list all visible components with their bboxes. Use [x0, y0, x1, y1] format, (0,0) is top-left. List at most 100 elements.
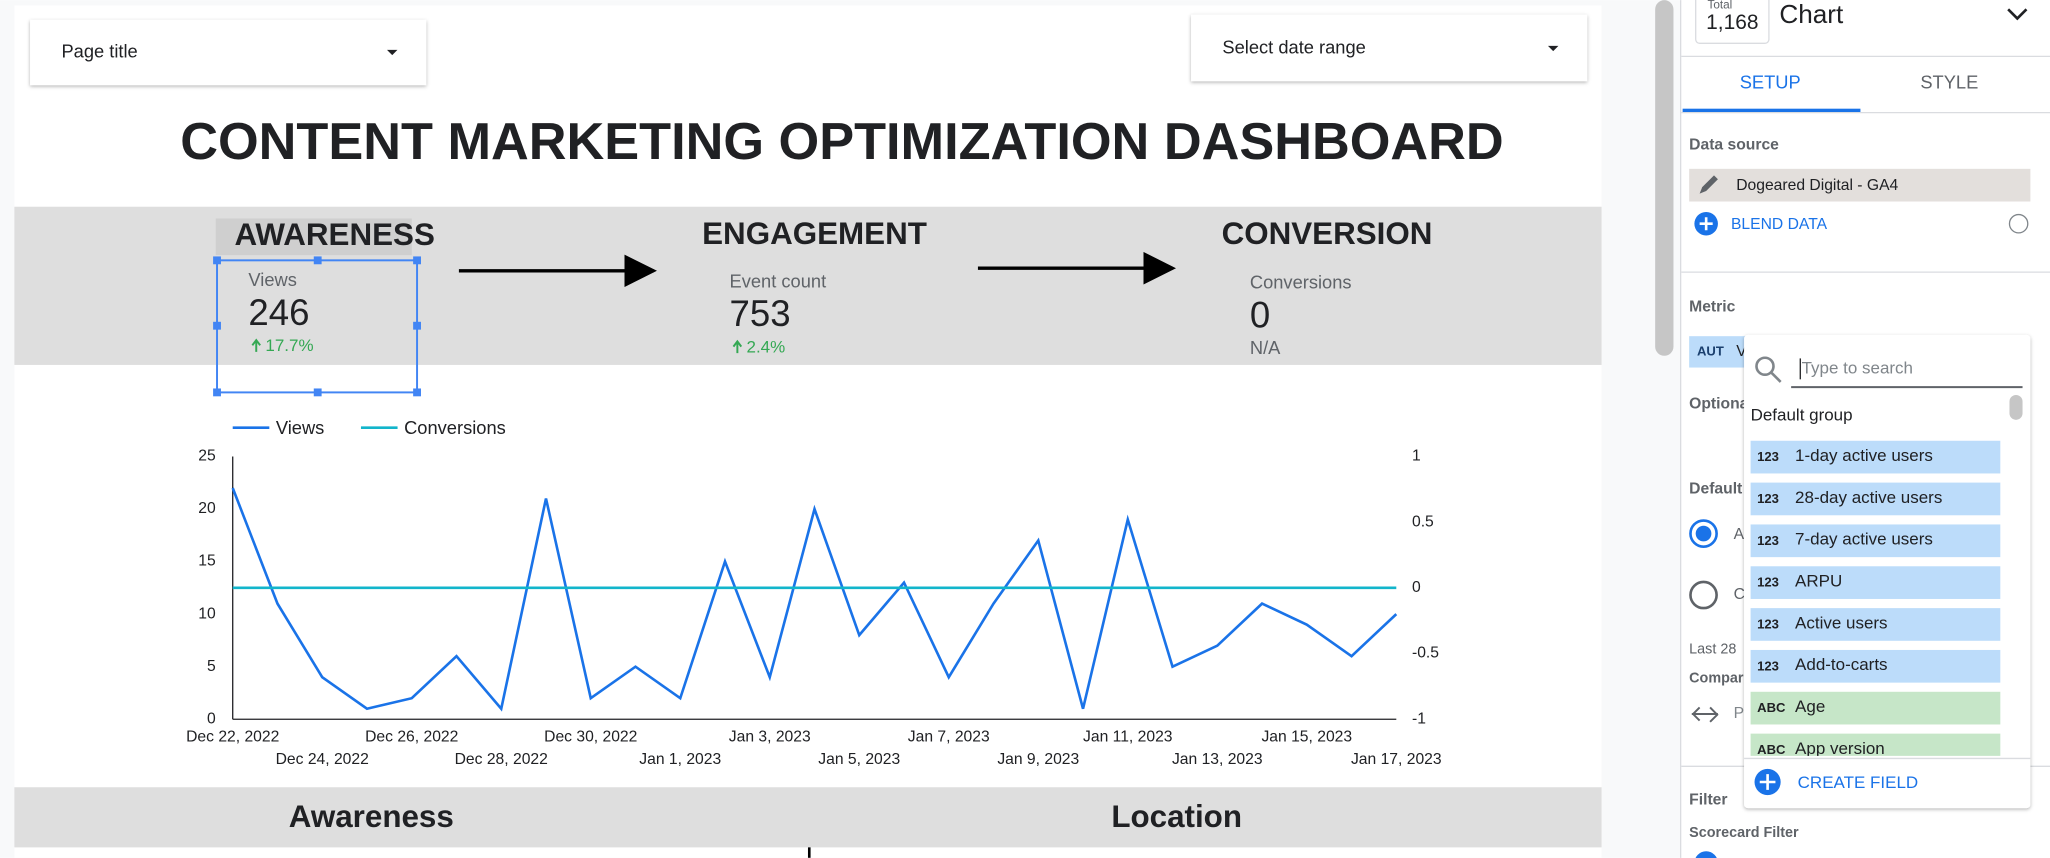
- metric-chip-type: AUT: [1697, 343, 1724, 358]
- create-field[interactable]: CREATE FIELD: [1798, 773, 1918, 792]
- scrollbar[interactable]: [2009, 395, 2023, 420]
- field-row[interactable]: [1750, 524, 2001, 558]
- y2-tick-label: -1: [1412, 710, 1426, 727]
- field-row[interactable]: [1750, 440, 2001, 474]
- y-tick-label: 5: [207, 658, 216, 675]
- series-line: [231, 487, 1398, 712]
- x-tick-label: Jan 9, 2023: [997, 751, 1079, 768]
- collapse-icon[interactable]: [2007, 8, 2028, 21]
- scrollbar[interactable]: [1655, 0, 1674, 356]
- scorecard-change: 2.4%: [747, 337, 786, 356]
- scorecard-heading: AWARENESS: [234, 217, 434, 252]
- legend-label: Views: [276, 417, 324, 438]
- scorecard-value: 0: [1250, 295, 1270, 336]
- field-name: 7-day active users: [1795, 530, 1933, 549]
- total-value: 1,168: [1706, 11, 1758, 34]
- dashboard-title: CONTENT MARKETING OPTIMIZATION DASHBOARD: [180, 113, 1503, 171]
- filter-label: Page title: [61, 40, 137, 61]
- section-label: Scorecard Filter: [1689, 825, 1799, 841]
- tab[interactable]: SETUP: [1740, 72, 1801, 93]
- legend-label: Conversions: [404, 417, 506, 438]
- scorecard-metric: Event count: [730, 270, 827, 291]
- y-tick-label: 25: [198, 448, 216, 465]
- edit-icon[interactable]: [1699, 175, 1718, 194]
- field-row[interactable]: [1750, 649, 2001, 683]
- x-tick-label: Dec 22, 2022: [186, 729, 279, 746]
- y-tick-label: 10: [198, 605, 216, 622]
- scorecard-heading: ENGAGEMENT: [702, 216, 927, 251]
- x-tick-label: Jan 7, 2023: [908, 729, 990, 746]
- radio-dot: [1695, 525, 1712, 542]
- dropdown-icon: [386, 49, 398, 56]
- up-arrow: [251, 338, 261, 352]
- radio[interactable]: [1689, 580, 1718, 610]
- field-list: 123 1-day active users 123 28-day active us…: [1750, 440, 2001, 767]
- field-type: 123: [1757, 449, 1779, 464]
- scorecard-change: 17.7%: [265, 336, 313, 355]
- field-type: ABC: [1757, 742, 1786, 757]
- field-name: Age: [1795, 697, 1825, 716]
- search-icon: [1770, 371, 1782, 383]
- tab[interactable]: STYLE: [1920, 72, 1978, 93]
- field-type: 123: [1757, 533, 1779, 548]
- heading-highlight: [215, 218, 412, 256]
- field-type: 123: [1757, 575, 1779, 590]
- section-label: Default: [1689, 480, 1743, 497]
- page-filter[interactable]: [30, 19, 427, 86]
- blend-button[interactable]: BLEND DATA: [1731, 216, 1828, 233]
- x-tick-label: Dec 26, 2022: [365, 729, 458, 746]
- field-type: 123: [1757, 617, 1779, 632]
- dropdown-icon: [1547, 45, 1559, 52]
- compare-icon: [1691, 706, 1719, 723]
- date-filter[interactable]: [1191, 14, 1588, 82]
- section-label: Optiona: [1689, 395, 1748, 412]
- add-icon-plus: [1759, 774, 1776, 790]
- section-title: Awareness: [289, 799, 454, 834]
- radio[interactable]: [1689, 519, 1718, 548]
- field-name: Add-to-carts: [1795, 655, 1888, 674]
- field-name: Active users: [1795, 613, 1888, 632]
- field-row[interactable]: [1750, 482, 2001, 516]
- section-label: Metric: [1689, 299, 1735, 316]
- time-series-chart: 0 5 10 15 20 25 -1 -0.5 0 0.5 1 Dec 22, 2022 Dec 24,…: [186, 417, 1442, 768]
- scorecard-metric: Views: [248, 269, 296, 290]
- data-source: Dogeared Digital - GA4: [1736, 177, 1898, 194]
- help-icon[interactable]: [2008, 213, 2029, 234]
- field-name: ARPU: [1795, 571, 1842, 590]
- y-tick-label: 0: [207, 710, 216, 727]
- search-input[interactable]: Type to search: [1802, 358, 1913, 377]
- scorecard-heading: CONVERSION: [1222, 216, 1433, 251]
- y2-tick-label: 0: [1412, 579, 1421, 596]
- field-row[interactable]: [1750, 608, 2001, 641]
- selection-handles: [213, 256, 421, 397]
- radio-label: A: [1734, 526, 1745, 543]
- x-tick-label: Jan 5, 2023: [818, 751, 900, 768]
- data-source-chip[interactable]: [1689, 168, 2031, 202]
- add-icon[interactable]: [1694, 851, 1718, 858]
- field-row[interactable]: [1750, 733, 2001, 767]
- x-tick-label: Jan 1, 2023: [639, 751, 721, 768]
- group-label: Default group: [1751, 405, 1853, 424]
- section-label: Filter: [1689, 791, 1727, 808]
- metric-chip-name: V: [1736, 343, 1747, 360]
- filter-label: Select date range: [1222, 36, 1365, 57]
- chart-type-box[interactable]: [1695, 0, 1770, 44]
- metric-chip[interactable]: [1689, 336, 1748, 368]
- add-icon-plus: [1699, 217, 1713, 231]
- section-label: Compar: [1689, 671, 1744, 687]
- x-tick-label: Jan 11, 2023: [1083, 729, 1173, 746]
- x-tick-label: Jan 15, 2023: [1261, 729, 1352, 746]
- field-row[interactable]: [1750, 691, 2001, 725]
- x-tick-label: Jan 3, 2023: [729, 729, 811, 746]
- field-type: 123: [1757, 491, 1779, 506]
- field-type: ABC: [1757, 700, 1786, 715]
- date-note: Last 28: [1689, 642, 1736, 658]
- section-label: Data source: [1689, 136, 1779, 153]
- radio-label: C: [1734, 586, 1745, 603]
- y-tick-label: 20: [198, 500, 216, 517]
- scorecard-metric: Conversions: [1250, 272, 1352, 293]
- scorecard-change: N/A: [1250, 337, 1281, 358]
- field-row[interactable]: [1750, 566, 2001, 599]
- section-title: Location: [1111, 799, 1242, 834]
- scorecard-value: 246: [248, 292, 309, 333]
